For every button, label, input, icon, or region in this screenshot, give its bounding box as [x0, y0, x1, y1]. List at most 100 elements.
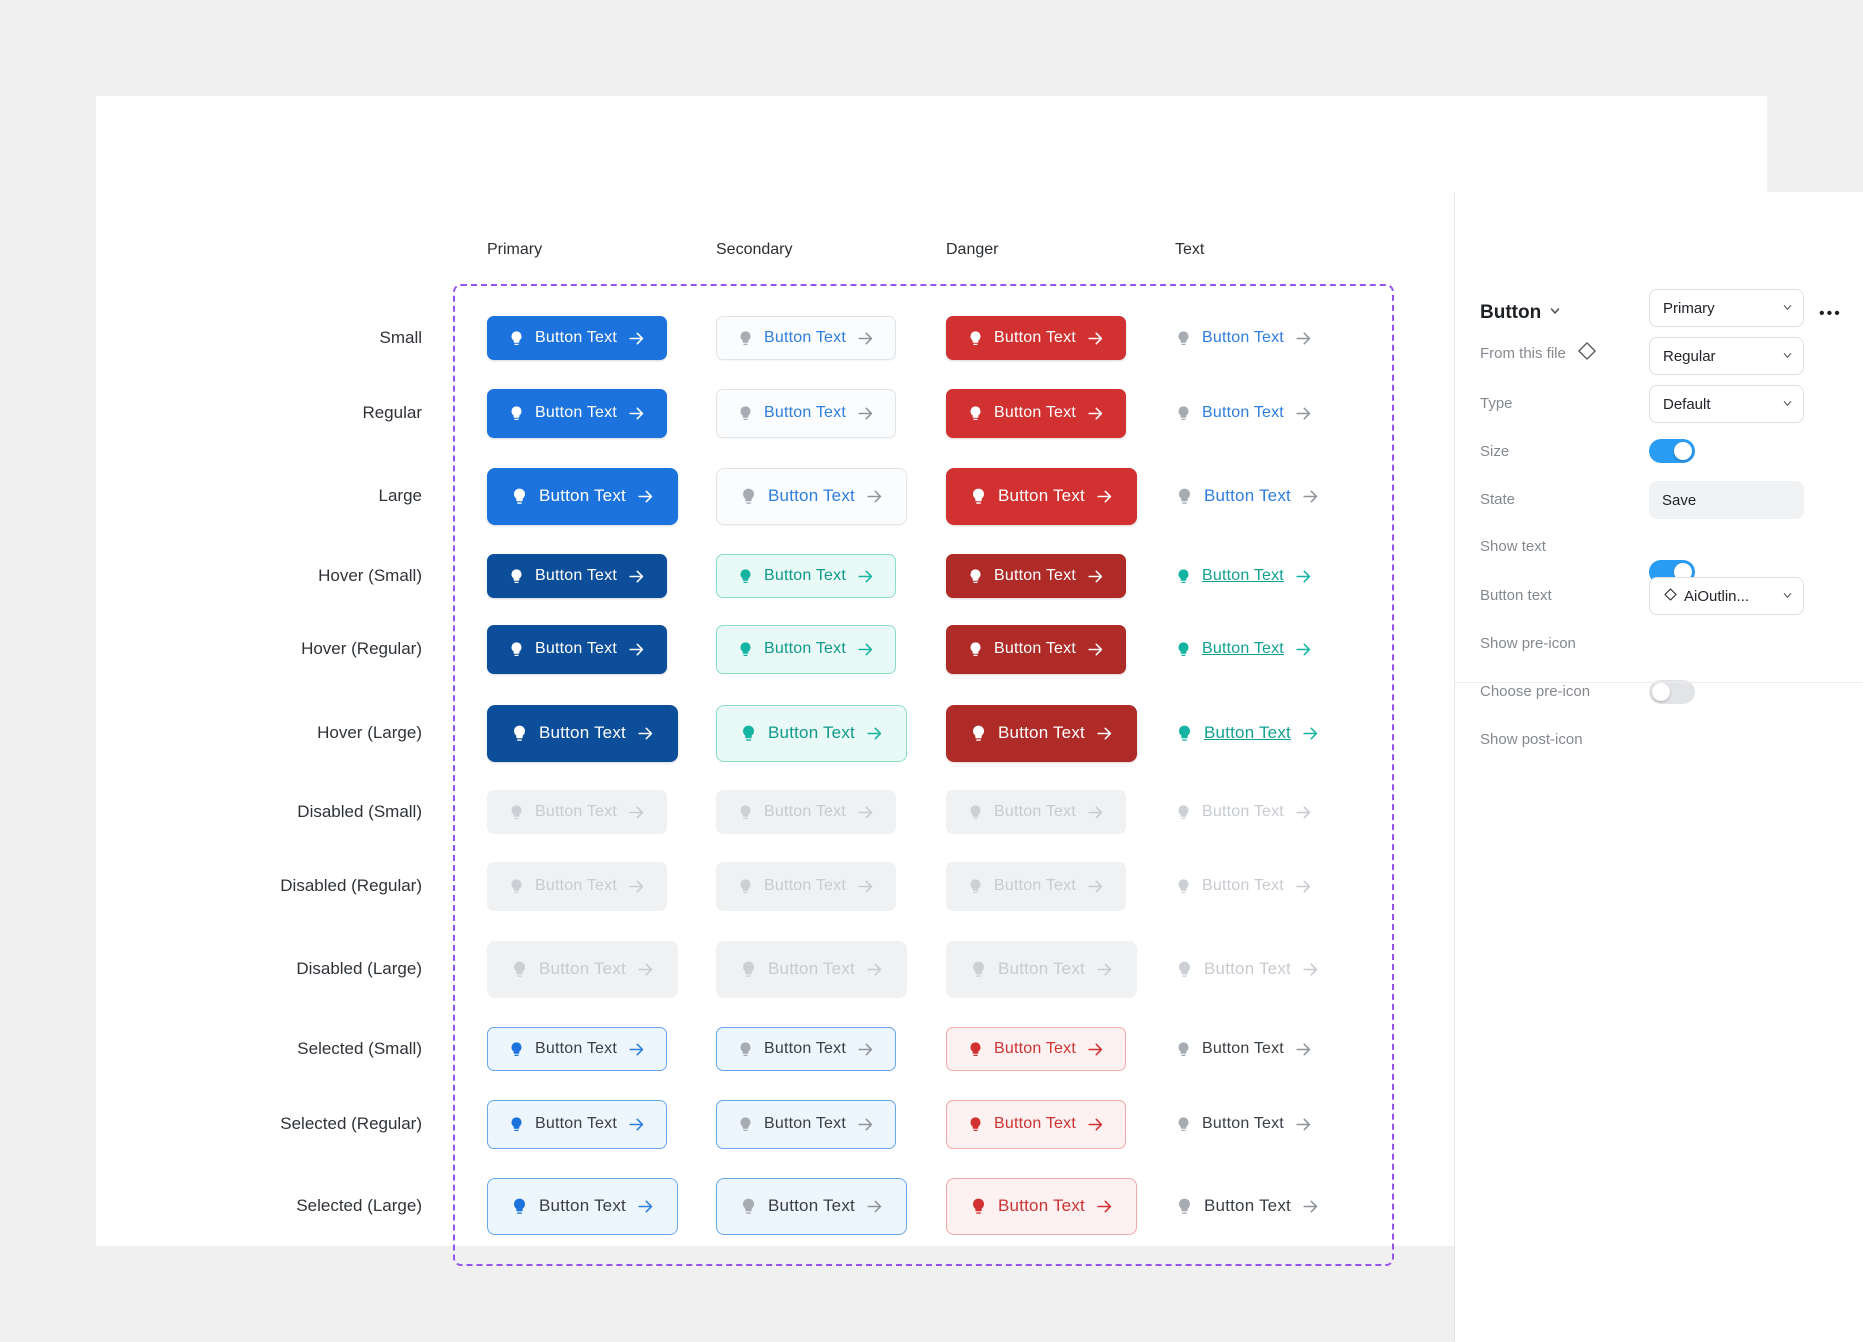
choose-pre-icon-select[interactable]: AiOutlin... [1649, 577, 1804, 615]
sample-button-danger-hover-regular[interactable]: Button Text [946, 624, 1126, 674]
sample-button-secondary-selected-regular[interactable]: Button Text [716, 1099, 896, 1149]
sample-button-danger-disabled-small[interactable]: Button Text [946, 790, 1126, 834]
sample-button-danger-hover-large[interactable]: Button Text [946, 704, 1137, 762]
button-label: Button Text [1202, 877, 1284, 894]
button-label: Button Text [998, 486, 1085, 505]
button-label: Button Text [1204, 959, 1291, 978]
toggle-knob [1674, 442, 1692, 460]
button-label: Button Text [535, 877, 617, 894]
type-select[interactable]: Primary [1649, 289, 1804, 327]
sample-button-primary-hover-large[interactable]: Button Text [487, 704, 678, 762]
chevron-down-icon[interactable] [1549, 304, 1561, 322]
column-header-text: Text [1175, 241, 1205, 258]
arrow-right-icon [1301, 1197, 1320, 1216]
sample-button-text-default-regular[interactable]: Button Text [1175, 389, 1313, 438]
sample-button-text-hover-large[interactable]: Button Text [1175, 705, 1320, 762]
sample-button-text-disabled-large[interactable]: Button Text [1175, 941, 1320, 998]
button-text-input[interactable]: Save [1649, 481, 1804, 519]
sample-button-text-default-large[interactable]: Button Text [1175, 468, 1320, 525]
show-post-icon-toggle[interactable] [1649, 680, 1695, 704]
sample-button-text-default-small[interactable]: Button Text [1175, 316, 1313, 360]
pre-icon-value: AiOutlin... [1684, 587, 1750, 605]
sample-button-secondary-selected-large[interactable]: Button Text [716, 1177, 907, 1235]
lightbulb-icon [967, 405, 984, 422]
arrow-right-icon [627, 1115, 646, 1134]
arrow-right-icon [1294, 404, 1313, 423]
arrow-right-icon [1294, 329, 1313, 348]
sample-button-secondary-hover-large[interactable]: Button Text [716, 704, 907, 762]
sample-button-text-selected-regular[interactable]: Button Text [1175, 1100, 1313, 1149]
size-select[interactable]: Regular [1649, 337, 1804, 375]
sample-button-primary-default-regular[interactable]: Button Text [487, 388, 667, 438]
lightbulb-icon [1175, 878, 1192, 895]
lightbulb-icon [1175, 1197, 1194, 1216]
arrow-right-icon [1301, 487, 1320, 506]
sample-button-primary-disabled-small[interactable]: Button Text [487, 790, 667, 834]
sample-button-secondary-default-large[interactable]: Button Text [716, 467, 907, 525]
sample-button-text-disabled-small[interactable]: Button Text [1175, 790, 1313, 834]
sample-button-primary-default-large[interactable]: Button Text [487, 467, 678, 525]
lightbulb-icon [510, 487, 529, 506]
sample-button-text-disabled-regular[interactable]: Button Text [1175, 862, 1313, 911]
sample-button-primary-hover-small[interactable]: Button Text [487, 554, 667, 598]
sample-button-danger-default-large[interactable]: Button Text [946, 467, 1137, 525]
sample-button-primary-selected-large[interactable]: Button Text [487, 1177, 678, 1235]
button-label: Button Text [535, 1040, 617, 1057]
more-options-icon[interactable]: ••• [1819, 305, 1842, 322]
sample-button-text-selected-small[interactable]: Button Text [1175, 1027, 1313, 1071]
arrow-right-icon [865, 487, 884, 506]
lightbulb-icon [737, 641, 754, 658]
sample-button-text-selected-large[interactable]: Button Text [1175, 1178, 1320, 1235]
button-label: Button Text [994, 640, 1076, 657]
arrow-right-icon [1294, 1040, 1313, 1059]
arrow-right-icon [1294, 640, 1313, 659]
row-label-disabled-large: Disabled (Large) [296, 959, 422, 978]
lightbulb-icon [1175, 1041, 1192, 1058]
sample-button-primary-hover-regular[interactable]: Button Text [487, 624, 667, 674]
sample-button-text-hover-regular[interactable]: Button Text [1175, 625, 1313, 674]
lightbulb-icon [737, 804, 754, 821]
sample-button-danger-default-small[interactable]: Button Text [946, 316, 1126, 360]
sample-button-primary-disabled-large[interactable]: Button Text [487, 940, 678, 998]
button-label: Button Text [998, 959, 1085, 978]
sample-button-danger-selected-large[interactable]: Button Text [946, 1177, 1137, 1235]
sample-button-secondary-disabled-large[interactable]: Button Text [716, 940, 907, 998]
sample-button-primary-selected-small[interactable]: Button Text [487, 1027, 667, 1071]
sample-button-secondary-selected-small[interactable]: Button Text [716, 1027, 896, 1071]
sample-button-secondary-default-regular[interactable]: Button Text [716, 388, 896, 438]
panel-divider [1455, 682, 1863, 683]
component-set-frame[interactable] [453, 284, 1394, 1266]
button-label: Button Text [768, 1196, 855, 1215]
button-label: Button Text [994, 1115, 1076, 1132]
button-label: Button Text [535, 567, 617, 584]
sample-button-secondary-hover-regular[interactable]: Button Text [716, 624, 896, 674]
sample-button-danger-disabled-regular[interactable]: Button Text [946, 861, 1126, 911]
lightbulb-icon [969, 724, 988, 743]
arrow-right-icon [627, 877, 646, 896]
sample-button-primary-disabled-regular[interactable]: Button Text [487, 861, 667, 911]
sample-button-secondary-disabled-regular[interactable]: Button Text [716, 861, 896, 911]
sample-button-danger-default-regular[interactable]: Button Text [946, 388, 1126, 438]
sample-button-danger-selected-regular[interactable]: Button Text [946, 1099, 1126, 1149]
lightbulb-icon [1175, 405, 1192, 422]
lightbulb-icon [967, 804, 984, 821]
lightbulb-icon [510, 1197, 529, 1216]
state-select[interactable]: Default [1649, 385, 1804, 423]
button-label: Button Text [535, 803, 617, 820]
sample-button-danger-selected-small[interactable]: Button Text [946, 1027, 1126, 1071]
lightbulb-icon [510, 960, 529, 979]
sample-button-secondary-disabled-small[interactable]: Button Text [716, 790, 896, 834]
sample-button-text-hover-small[interactable]: Button Text [1175, 554, 1313, 598]
button-label: Button Text [994, 329, 1076, 346]
sample-button-danger-disabled-large[interactable]: Button Text [946, 940, 1137, 998]
sample-button-secondary-default-small[interactable]: Button Text [716, 316, 896, 360]
sample-button-secondary-hover-small[interactable]: Button Text [716, 554, 896, 598]
lightbulb-icon [969, 960, 988, 979]
lightbulb-icon [737, 878, 754, 895]
show-text-toggle[interactable] [1649, 439, 1695, 463]
sample-button-primary-selected-regular[interactable]: Button Text [487, 1099, 667, 1149]
sample-button-danger-hover-small[interactable]: Button Text [946, 554, 1126, 598]
lightbulb-icon [967, 568, 984, 585]
row-label-selected-large: Selected (Large) [296, 1196, 422, 1215]
sample-button-primary-default-small[interactable]: Button Text [487, 316, 667, 360]
